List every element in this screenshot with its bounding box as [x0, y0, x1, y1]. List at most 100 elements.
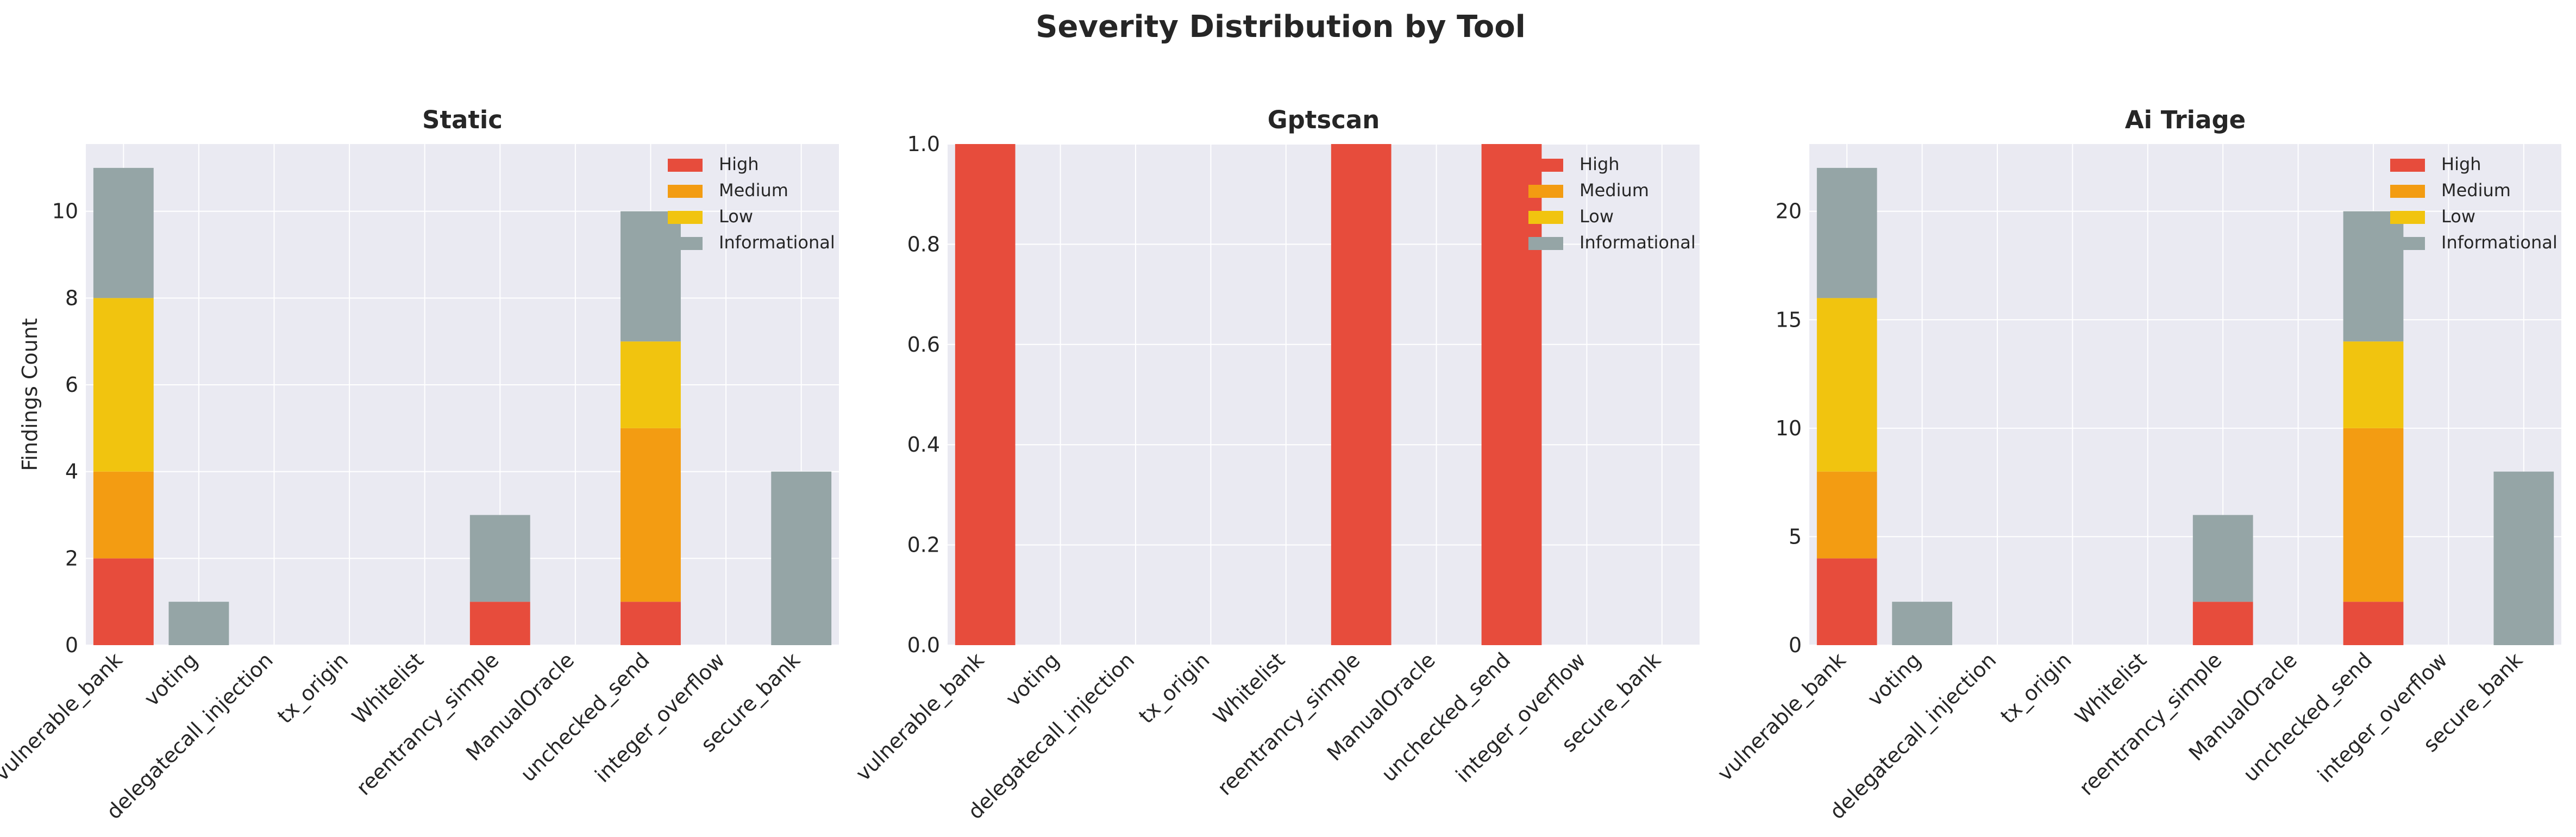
x-tick-label: Whitelist — [2070, 648, 2151, 729]
legend-swatch-high — [1528, 159, 1563, 172]
x-tick-label: unchecked_send — [516, 648, 654, 786]
y-tick-label: 0 — [65, 633, 78, 657]
legend-label-high: High — [2441, 154, 2481, 174]
plot-area — [948, 144, 1700, 645]
bar-low-vulnerable_bank — [93, 298, 154, 472]
x-tick-label: voting — [1001, 648, 1064, 711]
bar-high-vulnerable_bank — [1816, 558, 1877, 645]
bar-high-unchecked_send — [2343, 602, 2404, 645]
x-tick-label: integer_overflow — [2313, 648, 2452, 787]
x-tick-label: integer_overflow — [590, 648, 729, 787]
x-tick-label: integer_overflow — [1451, 648, 1590, 787]
x-tick-label: reentrancy_simple — [1213, 648, 1365, 800]
legend-swatch-medium — [2390, 185, 2425, 198]
legend-label-high: High — [719, 154, 759, 174]
x-tick-label: Whitelist — [347, 648, 428, 729]
y-tick-label: 0.0 — [907, 633, 940, 657]
legend: High Medium Low Informational — [2390, 154, 2558, 253]
plot-area — [86, 144, 839, 645]
x-tick-label: tx_origin — [273, 648, 353, 728]
legend-swatch-high — [2390, 159, 2425, 172]
bar-medium-vulnerable_bank — [93, 471, 154, 559]
y-tick-label: 2 — [65, 546, 78, 570]
y-tick-label: 0.4 — [907, 433, 940, 457]
bar-informational-voting — [168, 602, 229, 645]
bar-informational-voting — [1892, 602, 1952, 645]
y-tick-label: 8 — [65, 286, 78, 310]
bar-medium-unchecked_send — [621, 428, 681, 602]
legend-swatch-low — [2390, 211, 2425, 224]
y-tick-label: 0 — [1789, 633, 1802, 657]
y-tick-label: 0.8 — [907, 232, 940, 256]
bar-high-unchecked_send — [621, 602, 681, 645]
bar-informational-vulnerable_bank — [93, 167, 154, 298]
legend-label-medium: Medium — [1580, 180, 1649, 201]
legend-swatch-low — [668, 211, 703, 224]
x-tick-label: unchecked_send — [2239, 648, 2377, 786]
y-axis-label: Findings Count — [18, 318, 42, 471]
y-tick-label: 20 — [1776, 199, 1802, 223]
legend-swatch-informational — [2390, 237, 2425, 250]
legend-label-high: High — [1580, 154, 1620, 174]
bar-high-vulnerable_bank — [955, 144, 1016, 645]
y-tick-label: 0.6 — [907, 333, 940, 357]
legend: High Medium Low Informational — [1528, 154, 1696, 253]
bar-informational-unchecked_send — [2343, 211, 2404, 342]
bar-low-unchecked_send — [621, 341, 681, 428]
bar-low-vulnerable_bank — [1816, 298, 1877, 472]
x-tick-label: tx_origin — [1996, 648, 2076, 728]
x-tick-label: vulnerable_bank — [1713, 648, 1850, 785]
x-tick-label: Whitelist — [1208, 648, 1289, 729]
x-tick-label: reentrancy_simple — [2074, 648, 2227, 800]
legend-label-medium: Medium — [2441, 180, 2511, 201]
bar-medium-unchecked_send — [2343, 428, 2404, 602]
y-tick-label: 0.2 — [907, 533, 940, 557]
bar-informational-reentrancy_simple — [469, 515, 530, 602]
legend-label-informational: Informational — [719, 232, 835, 253]
y-tick-label: 6 — [65, 373, 78, 397]
legend-label-informational: Informational — [1580, 232, 1696, 253]
bar-informational-unchecked_send — [621, 211, 681, 342]
bar-informational-secure_bank — [771, 471, 832, 645]
y-tick-label: 10 — [52, 199, 78, 223]
legend-label-low: Low — [2441, 206, 2475, 227]
x-tick-label: voting — [140, 648, 203, 711]
panel-title: Gptscan — [1268, 105, 1380, 134]
bar-high-reentrancy_simple — [469, 602, 530, 645]
legend-label-medium: Medium — [719, 180, 788, 201]
x-tick-label: voting — [1863, 648, 1926, 711]
legend-swatch-medium — [1528, 185, 1563, 198]
panel-title: Ai Triage — [2125, 105, 2246, 134]
legend-swatch-medium — [668, 185, 703, 198]
legend-swatch-high — [668, 159, 703, 172]
panel-title: Static — [422, 105, 503, 134]
x-tick-label: vulnerable_bank — [851, 648, 988, 785]
bar-high-reentrancy_simple — [2192, 602, 2253, 645]
legend-swatch-informational — [1528, 237, 1563, 250]
y-tick-label: 10 — [1776, 416, 1802, 440]
bar-informational-secure_bank — [2493, 471, 2554, 645]
figure-title: Severity Distribution by Tool — [1036, 9, 1526, 45]
bar-low-unchecked_send — [2343, 341, 2404, 428]
x-tick-label: tx_origin — [1134, 648, 1214, 728]
legend-swatch-informational — [668, 237, 703, 250]
bar-informational-vulnerable_bank — [1816, 167, 1877, 298]
bar-high-vulnerable_bank — [93, 558, 154, 645]
y-tick-label: 5 — [1789, 524, 1802, 548]
y-tick-label: 1.0 — [907, 132, 940, 156]
legend-label-low: Low — [1580, 206, 1614, 227]
legend: High Medium Low Informational — [668, 154, 835, 253]
y-tick-label: 15 — [1776, 308, 1802, 332]
plot-area — [1809, 144, 2561, 645]
x-tick-label: unchecked_send — [1377, 648, 1515, 786]
legend-label-low: Low — [719, 206, 753, 227]
bar-high-reentrancy_simple — [1331, 144, 1392, 645]
x-tick-label: reentrancy_simple — [352, 648, 504, 800]
y-tick-label: 4 — [65, 460, 78, 484]
x-tick-label: vulnerable_bank — [0, 648, 127, 785]
legend-swatch-low — [1528, 211, 1563, 224]
